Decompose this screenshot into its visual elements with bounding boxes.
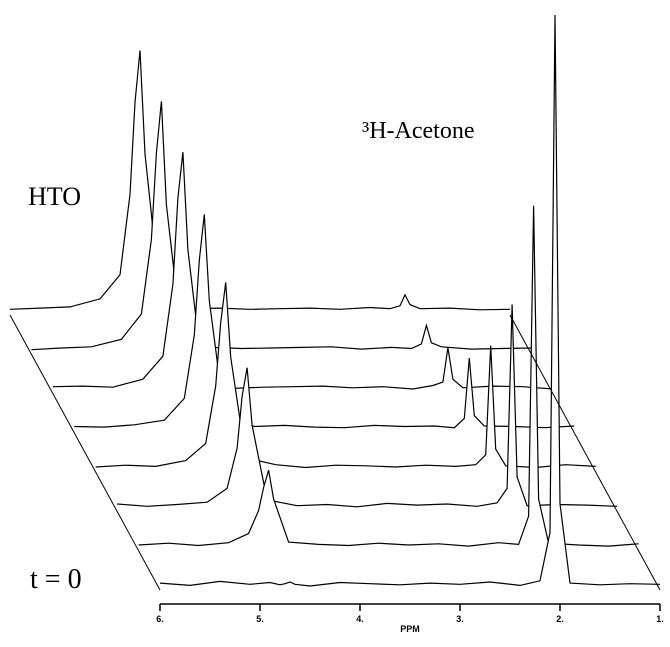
trace xyxy=(52,152,553,390)
trace xyxy=(138,205,639,547)
trace-fill xyxy=(74,214,575,439)
trace-fill xyxy=(52,152,553,400)
trace xyxy=(159,14,661,587)
trace-fill xyxy=(10,50,510,321)
trace xyxy=(95,282,596,469)
x-tick-label: 3. xyxy=(456,614,464,624)
trace-fill xyxy=(117,304,618,518)
edge xyxy=(9,314,161,591)
x-axis-label: PPM xyxy=(400,624,420,634)
x-tick-label: 2. xyxy=(556,614,564,624)
trace xyxy=(31,101,532,351)
trace xyxy=(117,304,618,508)
x-tick-label: 5. xyxy=(256,614,264,624)
x-tick-label: 1. xyxy=(656,614,664,624)
annotation: HTO xyxy=(28,182,81,211)
traces xyxy=(9,14,661,596)
trace-fill xyxy=(31,101,532,361)
trace xyxy=(9,50,511,311)
trace-fill xyxy=(95,282,596,479)
annotation: ³H-Acetone xyxy=(362,118,474,144)
edge xyxy=(509,314,661,591)
annotation: t = 0 xyxy=(30,564,82,595)
x-tick-label: 4. xyxy=(356,614,364,624)
trace xyxy=(74,214,575,429)
x-tick-label: 6. xyxy=(156,614,164,624)
